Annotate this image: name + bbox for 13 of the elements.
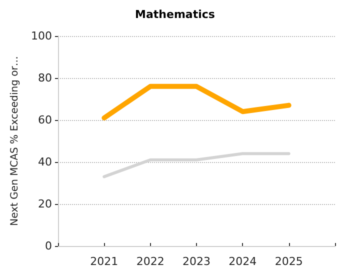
y-tick-label: 40 <box>38 156 52 168</box>
x-tick-label: 2024 <box>228 255 257 268</box>
x-tick-label: 2022 <box>136 255 164 268</box>
x-tick-label: 2021 <box>90 255 118 268</box>
x-tick-label: 2023 <box>182 255 210 268</box>
y-tick-label: 80 <box>38 72 52 84</box>
y-tick-label: 0 <box>45 240 52 252</box>
y-tick-label: 20 <box>38 198 52 210</box>
y-axis-title: Next Gen MCAS % Exceeding or… <box>10 56 20 226</box>
x-tick-label: 2025 <box>274 255 303 268</box>
chart-title: Mathematics <box>135 8 216 21</box>
y-tick-label: 100 <box>31 30 52 42</box>
y-tick-label: 60 <box>38 114 52 126</box>
